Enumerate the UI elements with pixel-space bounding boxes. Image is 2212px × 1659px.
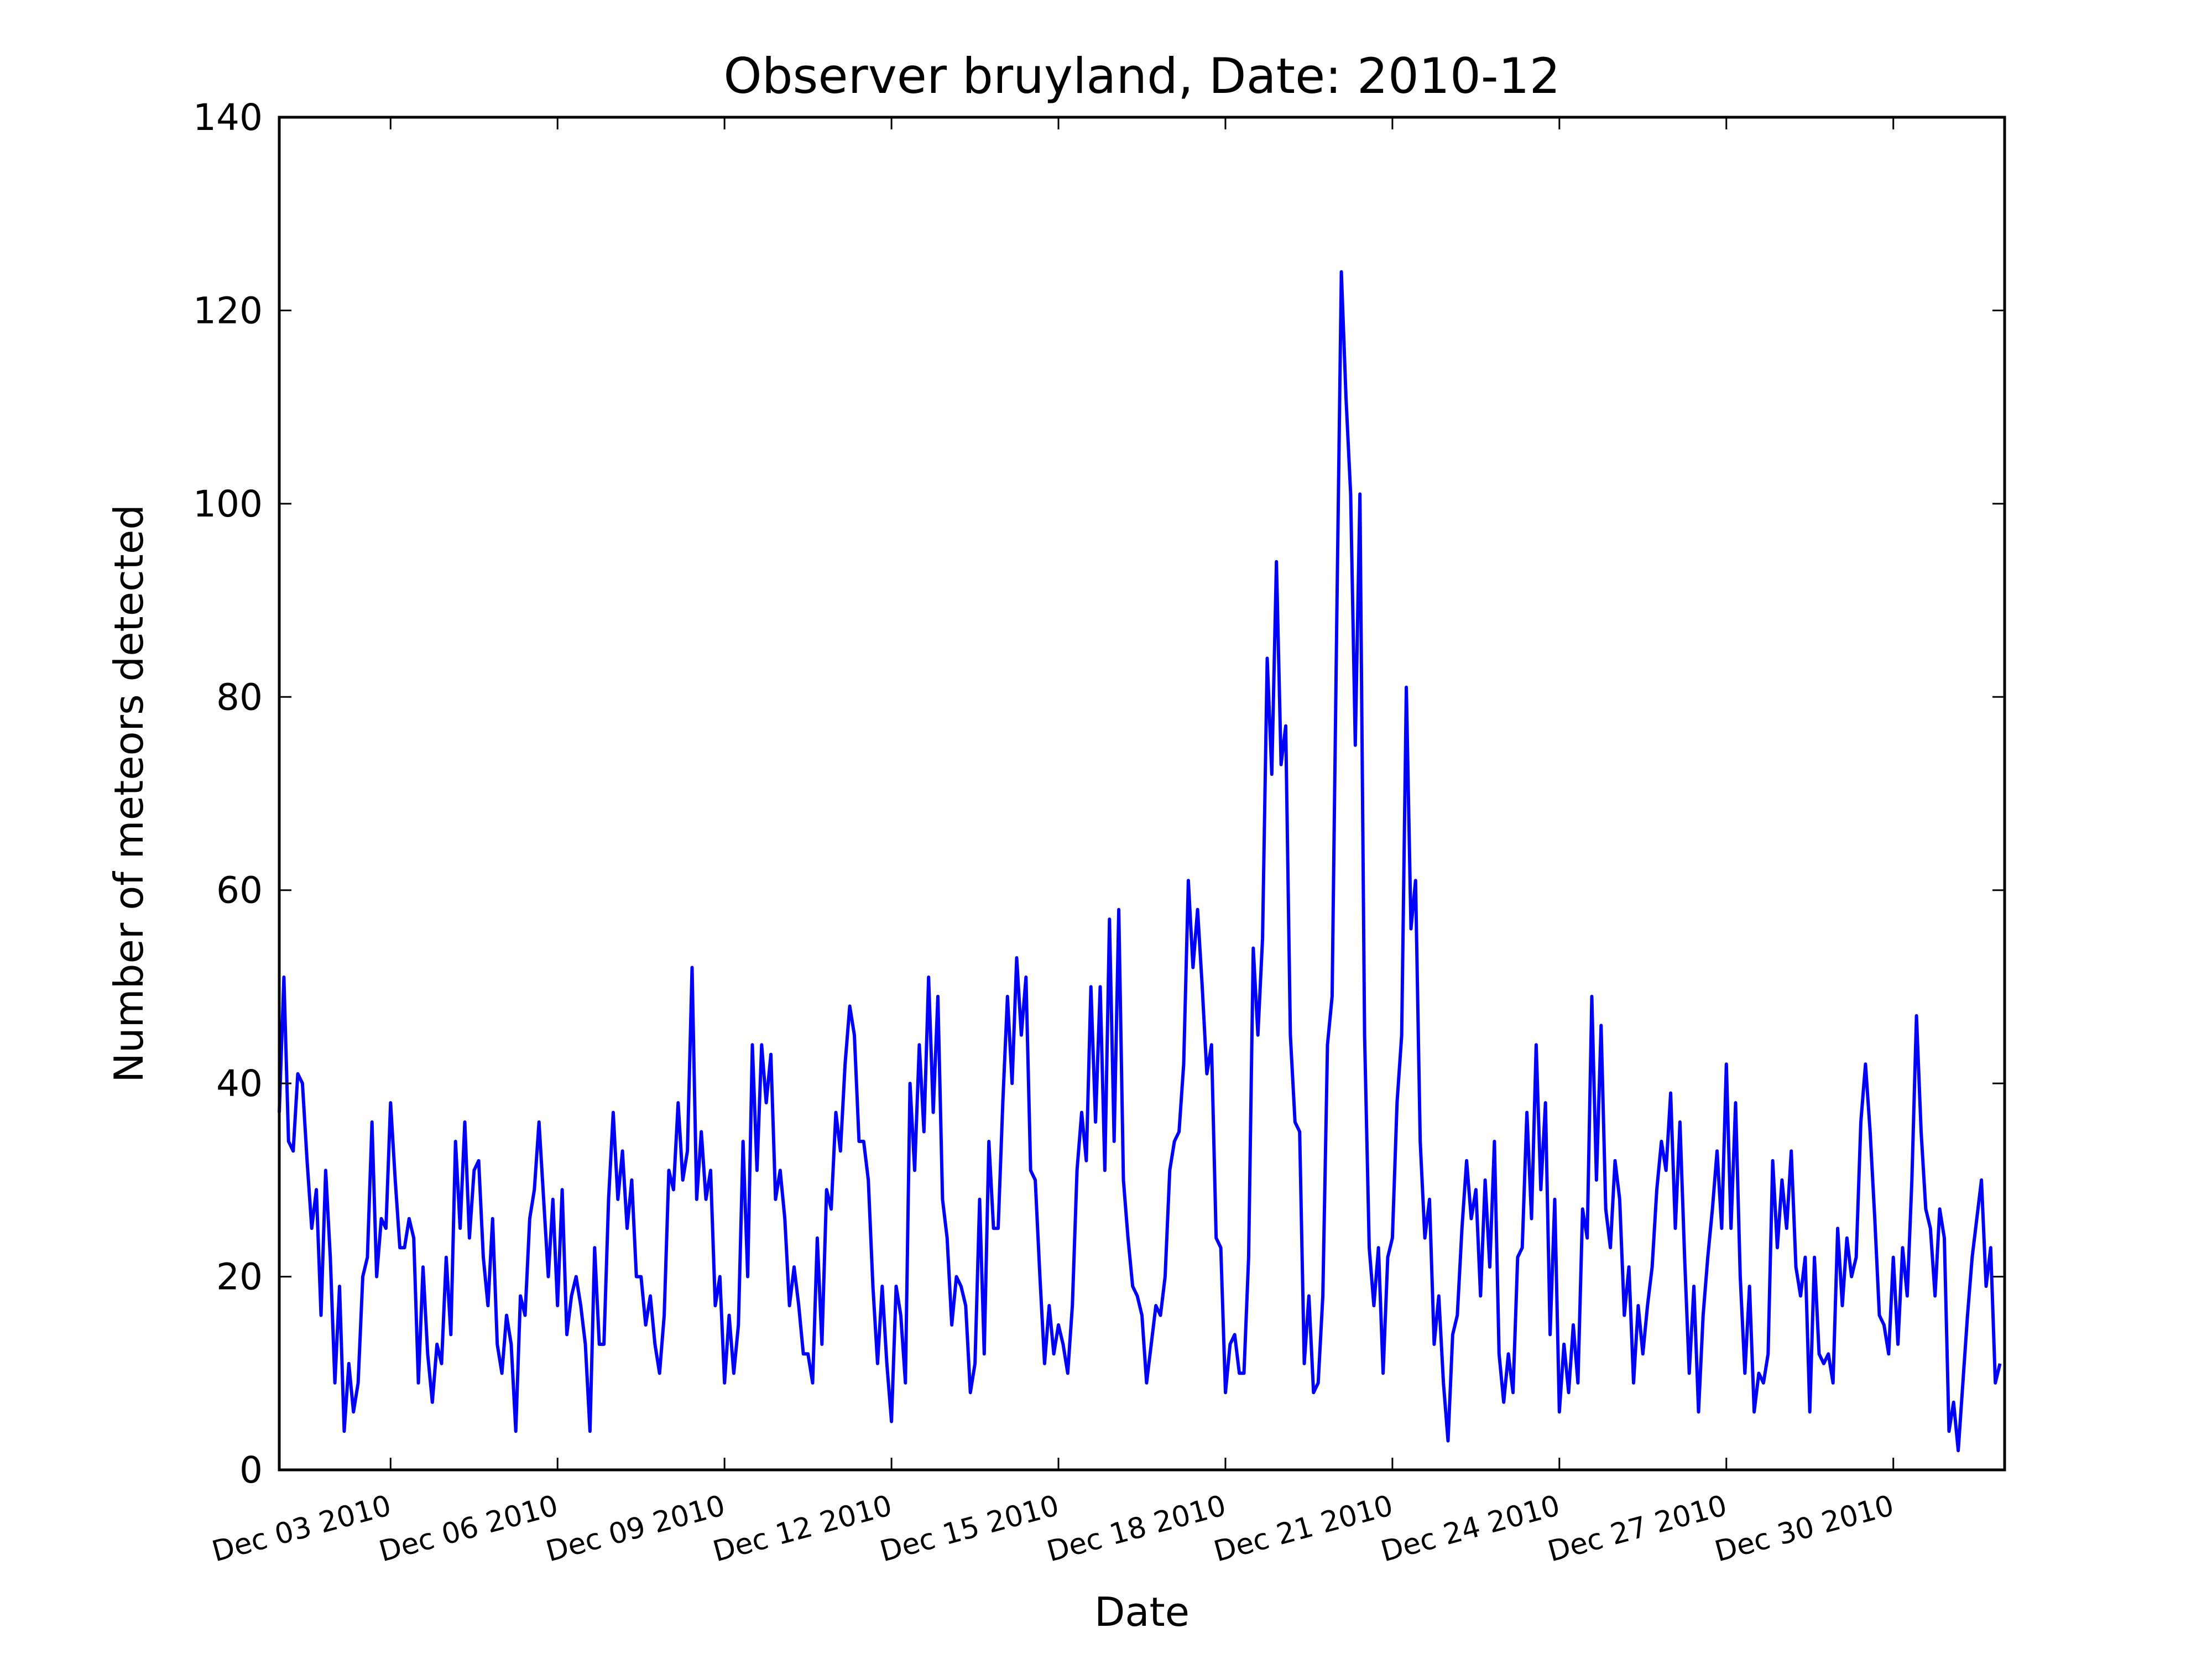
meteor-count-line bbox=[278, 270, 2002, 1453]
y-tick-label: 20 bbox=[216, 1256, 263, 1298]
y-tick-label: 140 bbox=[193, 96, 263, 139]
plot-frame bbox=[278, 116, 2006, 1472]
y-axis-label: Number of meteors detected bbox=[106, 504, 152, 1083]
y-tick-label: 80 bbox=[216, 676, 263, 718]
y-tick-label: 120 bbox=[193, 289, 263, 332]
y-tick-label: 0 bbox=[239, 1449, 263, 1491]
y-tick-label: 40 bbox=[216, 1062, 263, 1105]
chart-title: Observer bruyland, Date: 2010-12 bbox=[723, 48, 1560, 105]
x-axis-label: Date bbox=[1094, 1589, 1190, 1635]
plot-layer bbox=[278, 270, 2002, 1453]
y-tick-label: 60 bbox=[216, 869, 263, 912]
y-tick-label: 100 bbox=[193, 483, 263, 525]
